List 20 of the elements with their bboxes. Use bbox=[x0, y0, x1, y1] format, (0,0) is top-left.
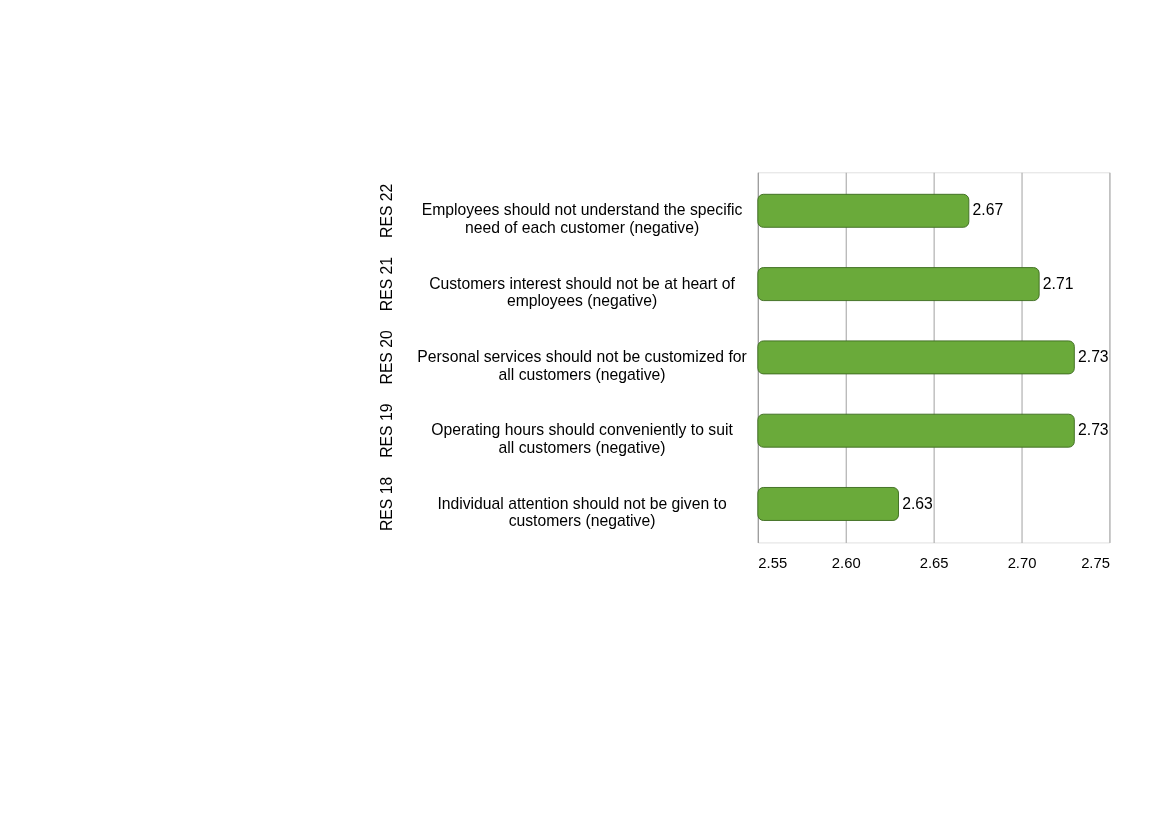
data-label: 2.73 bbox=[1078, 421, 1109, 439]
y-tick-label: Customers interest should not be at heart of employees (negative) bbox=[429, 274, 736, 310]
y-tick-label: Employees should not understand the specific need of each customer (negative) bbox=[421, 201, 743, 237]
data-label: 2.67 bbox=[972, 201, 1004, 219]
data-label: 2.73 bbox=[1078, 348, 1109, 366]
y-tick-label: Individual attention should not be given to customers (negative) bbox=[437, 494, 727, 530]
x-tick-label: 2.55 bbox=[758, 554, 788, 571]
x-tick-label: 2.65 bbox=[919, 554, 949, 571]
y-tick-label: Personal services should not be customized for all customers (negative) bbox=[417, 348, 747, 383]
text: RES 20 bbox=[378, 330, 396, 385]
y-tick-label: Operating hours should conveniently to suit all customers (negative) bbox=[431, 421, 734, 456]
data-label: 2.63 bbox=[902, 494, 934, 512]
text: RES 22 bbox=[378, 183, 396, 238]
text: RES 21 bbox=[378, 257, 396, 312]
x-tick-label: 2.75 bbox=[1081, 554, 1110, 571]
text: RES 18 bbox=[378, 476, 396, 532]
x-tick-label: 2.70 bbox=[1007, 554, 1037, 571]
data-label: 2.71 bbox=[1042, 274, 1074, 292]
x-tick-label: 2.60 bbox=[831, 554, 861, 571]
text: RES 19 bbox=[378, 403, 396, 458]
